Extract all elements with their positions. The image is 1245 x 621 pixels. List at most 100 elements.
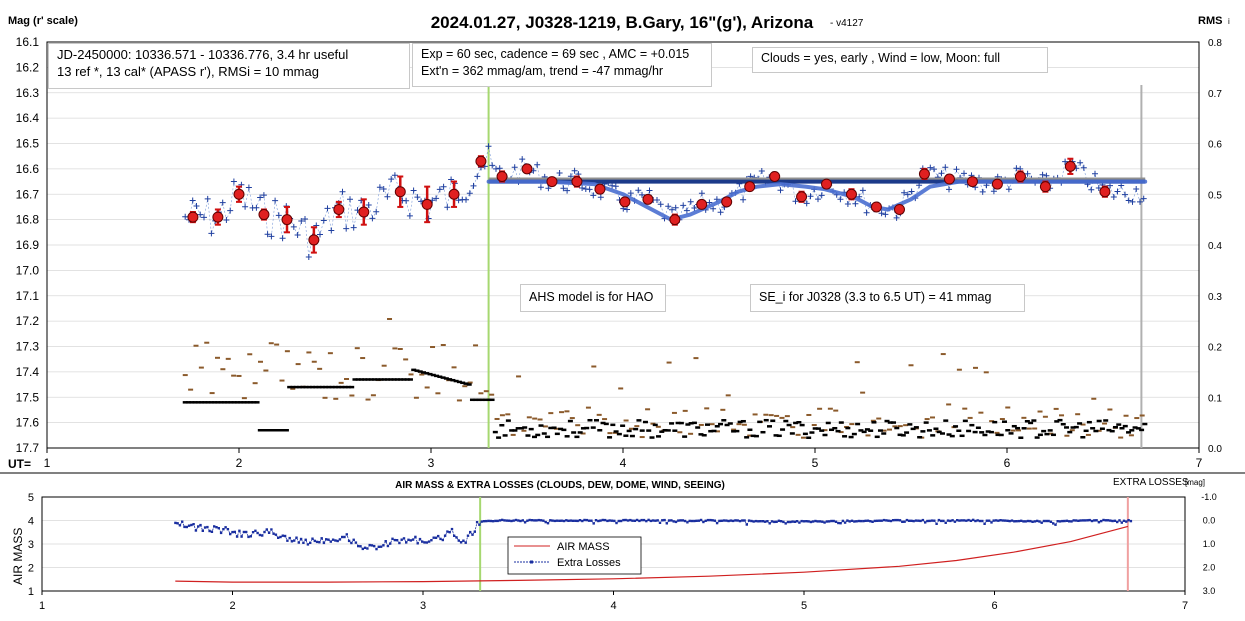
extra-losses-point bbox=[894, 518, 897, 522]
model-curve bbox=[486, 179, 1148, 222]
raw-point bbox=[324, 205, 331, 212]
extra-losses-point bbox=[274, 533, 278, 536]
extra-losses-point bbox=[999, 519, 1002, 522]
binned-point bbox=[394, 186, 406, 198]
bottom-plot-axes: 5 4 3 2 1 -1.0 0.0 1.0 2.0 3.0 1 2 3 4 5 6 7 bbox=[28, 492, 1217, 612]
extra-losses-point bbox=[343, 535, 346, 539]
extra-losses-point bbox=[1109, 519, 1112, 522]
extra-losses-point bbox=[581, 519, 584, 523]
extra-losses-point bbox=[297, 541, 300, 544]
raw-point bbox=[279, 235, 286, 242]
extra-losses-point bbox=[437, 534, 440, 538]
extra-losses-point bbox=[645, 519, 648, 523]
extra-losses-point bbox=[313, 539, 316, 543]
extra-losses-point bbox=[322, 541, 326, 545]
raw-point bbox=[665, 203, 672, 210]
raw-point bbox=[260, 192, 267, 199]
raw-point bbox=[698, 190, 705, 197]
extra-losses-point bbox=[267, 531, 271, 534]
extra-losses-point bbox=[615, 521, 618, 525]
extra-losses-point bbox=[1070, 520, 1073, 523]
bottom-legend: AIR MASS Extra Losses bbox=[507, 536, 642, 575]
bottom-x-tick-label: 1 bbox=[39, 600, 45, 612]
top-plot-axes: 16.1 16.2 16.3 16.4 16.5 16.6 16.7 16.8 16.9 17.0… bbox=[0, 35, 1245, 474]
bottom-x-tick-label: 5 bbox=[801, 600, 807, 612]
extra-losses-point bbox=[846, 519, 849, 522]
extra-losses-point bbox=[544, 520, 547, 524]
extra-losses-point bbox=[238, 529, 241, 532]
extra-losses-point bbox=[983, 522, 986, 525]
extra-losses-point bbox=[480, 520, 483, 523]
binned-point bbox=[721, 196, 733, 208]
extra-losses-point bbox=[1033, 520, 1037, 523]
extra-losses-point bbox=[411, 538, 415, 541]
extra-losses-point bbox=[473, 530, 476, 533]
extra-losses-point bbox=[933, 519, 936, 522]
extra-losses-point bbox=[880, 519, 883, 522]
extra-losses-point bbox=[206, 525, 209, 529]
extra-losses-point bbox=[434, 536, 438, 539]
extra-losses-point bbox=[542, 519, 545, 522]
extra-losses-point bbox=[811, 520, 815, 523]
extra-losses-point bbox=[725, 519, 728, 522]
extra-losses-point bbox=[656, 519, 659, 522]
extra-losses-point bbox=[905, 518, 909, 522]
extra-losses-point bbox=[750, 519, 753, 523]
y2-tick-label: 0.1 bbox=[1208, 393, 1222, 404]
binned-point bbox=[893, 203, 905, 215]
raw-point bbox=[931, 166, 937, 173]
extra-losses-point bbox=[587, 519, 591, 522]
raw-point bbox=[807, 193, 814, 200]
extra-losses-point bbox=[334, 539, 337, 542]
binned-point bbox=[496, 170, 508, 182]
raw-point bbox=[680, 202, 687, 209]
extra-losses-point bbox=[892, 519, 895, 522]
extra-losses-point bbox=[261, 534, 264, 537]
extra-losses-point bbox=[1129, 519, 1133, 523]
extra-losses-point bbox=[603, 518, 607, 522]
extra-losses-point bbox=[789, 520, 792, 524]
bottom-y-tick-label: 1 bbox=[28, 586, 34, 598]
x-axis-prefix: UT= bbox=[8, 457, 31, 471]
extra-losses-point bbox=[843, 521, 847, 524]
extra-losses-point bbox=[498, 519, 502, 522]
extra-losses-point bbox=[571, 519, 575, 522]
extra-losses-point bbox=[743, 519, 746, 522]
raw-point bbox=[376, 184, 383, 191]
extra-losses-point bbox=[960, 519, 963, 522]
raw-point bbox=[803, 200, 810, 207]
extra-losses-point bbox=[734, 519, 737, 522]
y-tick-label: 17.1 bbox=[16, 289, 40, 303]
extra-losses-point bbox=[617, 519, 620, 523]
bottom-y2-tick-label: 0.0 bbox=[1203, 516, 1216, 526]
raw-point bbox=[253, 204, 260, 211]
extra-losses-point bbox=[521, 519, 524, 522]
extra-losses-point bbox=[304, 538, 307, 541]
extra-losses-point bbox=[363, 546, 367, 549]
y-tick-label: 16.8 bbox=[16, 213, 40, 227]
exposure-line-1: Exp = 60 sec, cadence = 69 sec , AMC = +… bbox=[421, 47, 690, 61]
extra-losses-point bbox=[942, 519, 945, 523]
extra-losses-point bbox=[757, 520, 760, 523]
extra-losses-point bbox=[299, 537, 303, 541]
extra-losses-point bbox=[1102, 518, 1105, 522]
raw-point bbox=[545, 185, 552, 192]
extra-losses-point bbox=[988, 519, 991, 522]
binned-point bbox=[821, 178, 833, 190]
extra-losses-point bbox=[507, 519, 511, 522]
extra-losses-point bbox=[427, 540, 431, 543]
x-tick-label: 1 bbox=[44, 456, 51, 470]
extra-losses-point bbox=[722, 519, 726, 522]
extra-losses-point bbox=[885, 519, 888, 522]
raw-point bbox=[818, 192, 825, 199]
binned-point bbox=[1039, 181, 1051, 193]
extra-losses-point bbox=[318, 541, 321, 544]
y-tick-label: 17.2 bbox=[16, 314, 40, 328]
raw-point bbox=[193, 203, 200, 209]
extra-losses-point bbox=[224, 526, 227, 529]
y-tick-label: 16.3 bbox=[16, 86, 40, 100]
extra-losses-point bbox=[1077, 519, 1080, 522]
extra-losses-point bbox=[901, 520, 904, 523]
extra-losses-point bbox=[302, 541, 305, 544]
extra-losses-point bbox=[681, 519, 684, 522]
